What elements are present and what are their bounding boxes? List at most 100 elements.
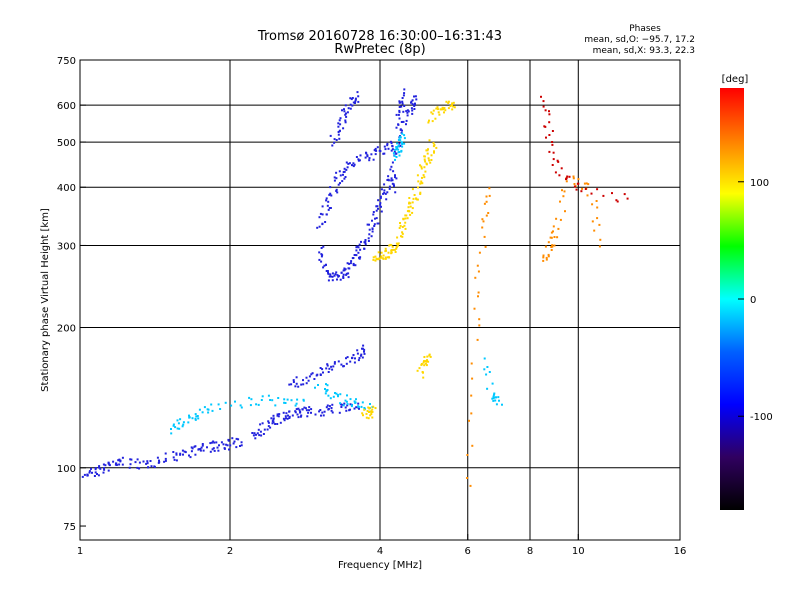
data-point [308,375,311,378]
data-point [182,453,184,456]
data-point [424,160,427,163]
data-point [424,362,427,365]
data-point [344,176,347,178]
data-point [255,403,258,406]
data-point [411,112,414,115]
data-point [181,449,184,452]
data-point [543,125,546,128]
data-point [550,249,553,251]
data-point [419,164,421,167]
data-point [365,151,367,154]
data-point [385,249,387,252]
data-point [267,425,270,428]
data-point [274,404,277,407]
data-point [466,454,469,456]
data-point [297,416,300,419]
data-point [483,202,486,205]
data-point [399,139,402,142]
data-point [564,210,566,213]
data-point [316,226,319,229]
data-point [559,200,561,203]
data-point [432,142,435,145]
data-point [365,416,368,419]
data-point [380,256,383,259]
data-point [343,108,345,111]
data-point [176,427,179,430]
data-point [565,180,568,183]
data-point [189,456,192,459]
data-point [341,180,344,183]
data-point [487,212,490,214]
data-point [362,414,364,417]
data-point [410,107,413,110]
data-point [330,194,333,197]
data-point [393,148,396,151]
data-point [302,379,304,382]
data-point [334,273,337,276]
data-point [545,256,548,259]
data-point [378,257,381,260]
data-point [411,99,414,102]
y-tick-label: 500 [57,138,76,149]
data-point [404,221,407,224]
data-point [327,272,330,275]
data-point [398,106,401,108]
data-point [616,200,619,203]
data-point [547,255,550,258]
data-point [391,148,394,151]
data-point [432,109,435,112]
data-point [355,398,357,401]
data-point [451,103,453,106]
data-point [333,274,336,277]
data-point [331,411,334,414]
data-point [339,403,342,406]
data-point [596,206,599,209]
data-point [335,190,338,192]
data-point [286,417,289,420]
data-point [331,275,334,278]
data-point [358,357,361,359]
data-point [325,367,328,370]
data-point [340,363,343,366]
data-point [497,399,500,402]
data-point [377,207,379,210]
data-point [451,108,454,111]
x-tick-label: 10 [572,546,585,557]
data-point [294,410,297,413]
data-point [345,115,348,118]
data-point [291,414,294,417]
data-point [329,186,332,189]
stats-line-o: mean, sd,O: −95.7, 17.2 [584,35,695,45]
data-point [390,179,393,182]
data-point [379,197,382,200]
data-point [411,211,414,214]
data-point [345,273,348,276]
data-point [308,409,310,412]
data-point [250,398,253,401]
data-point [468,419,470,422]
data-point [368,223,370,226]
data-point [392,248,394,251]
data-point [426,359,428,362]
data-point [99,467,102,470]
data-point [428,354,431,357]
data-point [383,191,386,194]
data-point [422,174,425,177]
data-point [335,392,338,395]
data-point [340,406,343,408]
data-point [343,167,346,170]
data-point [380,205,382,208]
data-point [322,266,325,269]
data-point [346,166,349,169]
data-point [364,243,367,246]
data-point [410,101,412,104]
data-point [404,214,407,217]
data-point [239,445,241,447]
data-point [94,468,97,471]
data-point [427,121,430,124]
data-point [328,207,331,209]
data-point [234,400,236,403]
data-point [387,251,390,254]
data-point [575,188,578,191]
data-point [320,414,322,417]
